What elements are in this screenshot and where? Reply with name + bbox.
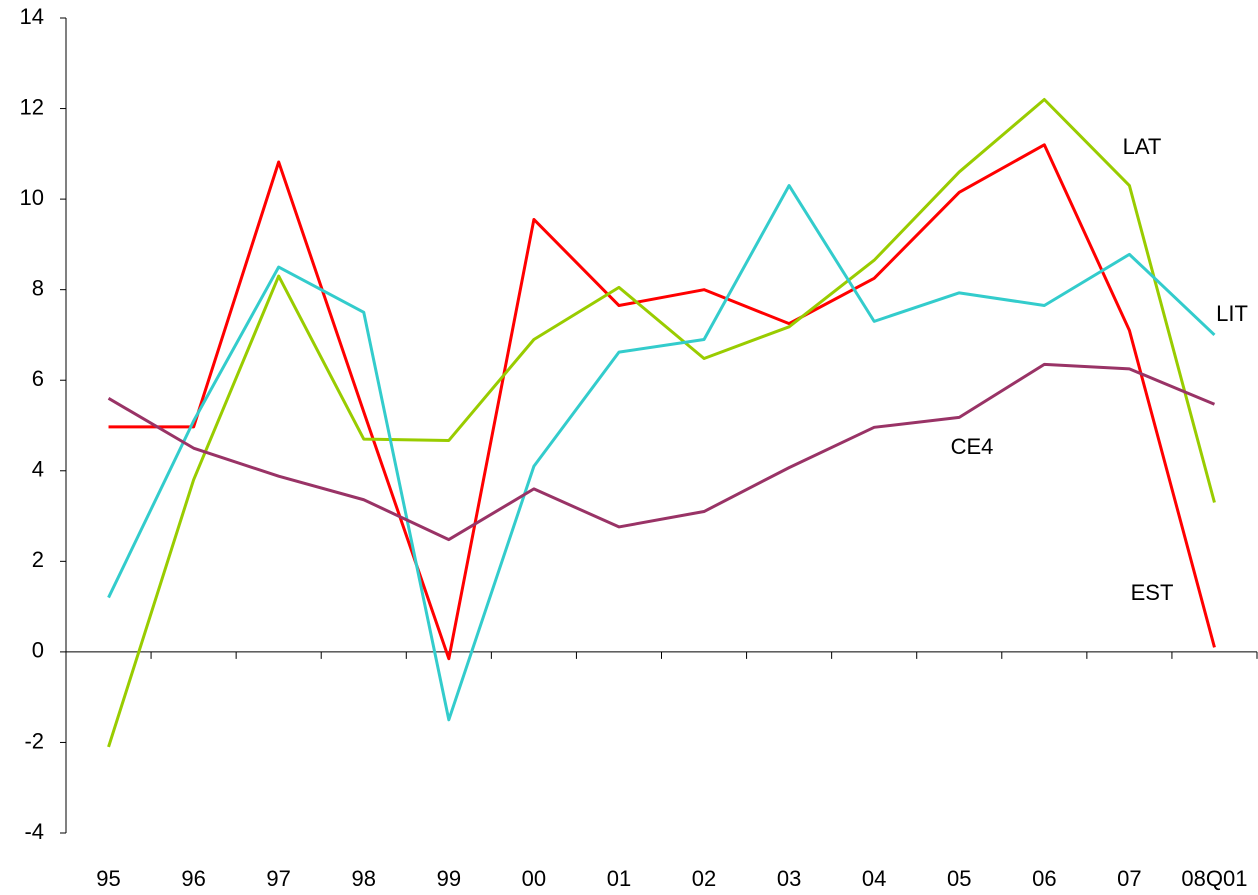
series-label: CE4	[951, 434, 994, 459]
x-tick-label: 98	[352, 866, 376, 891]
series-label: LAT	[1123, 134, 1162, 159]
y-tick-label: -2	[24, 728, 44, 753]
y-tick-label: 0	[32, 638, 44, 663]
y-tick-label: 4	[32, 457, 44, 482]
x-tick-label: 07	[1117, 866, 1141, 891]
x-tick-label: 96	[181, 866, 205, 891]
y-tick-label: 10	[20, 185, 44, 210]
x-tick-label: 05	[947, 866, 971, 891]
x-tick-label: 08Q01	[1181, 866, 1247, 891]
series-line	[107, 98, 1216, 748]
y-tick-label: 12	[20, 94, 44, 119]
y-tick-label: 14	[20, 4, 44, 29]
x-tick-label: 00	[522, 866, 546, 891]
x-tick-label: 04	[862, 866, 886, 891]
x-tick-label: 03	[777, 866, 801, 891]
y-tick-label: 8	[32, 275, 44, 300]
y-tick-label: -4	[24, 819, 44, 844]
series-label: EST	[1131, 580, 1174, 605]
y-tick-label: 6	[32, 366, 44, 391]
series-line	[107, 184, 1216, 722]
series-line	[108, 143, 1216, 661]
x-tick-label: 01	[607, 866, 631, 891]
series-label: LIT	[1216, 301, 1248, 326]
x-tick-label: 95	[96, 866, 120, 891]
x-tick-label: 06	[1032, 866, 1056, 891]
x-tick-label: 97	[266, 866, 290, 891]
series-line	[107, 362, 1216, 542]
x-tick-label: 99	[437, 866, 461, 891]
x-tick-label: 02	[692, 866, 716, 891]
y-tick-label: 2	[32, 547, 44, 572]
